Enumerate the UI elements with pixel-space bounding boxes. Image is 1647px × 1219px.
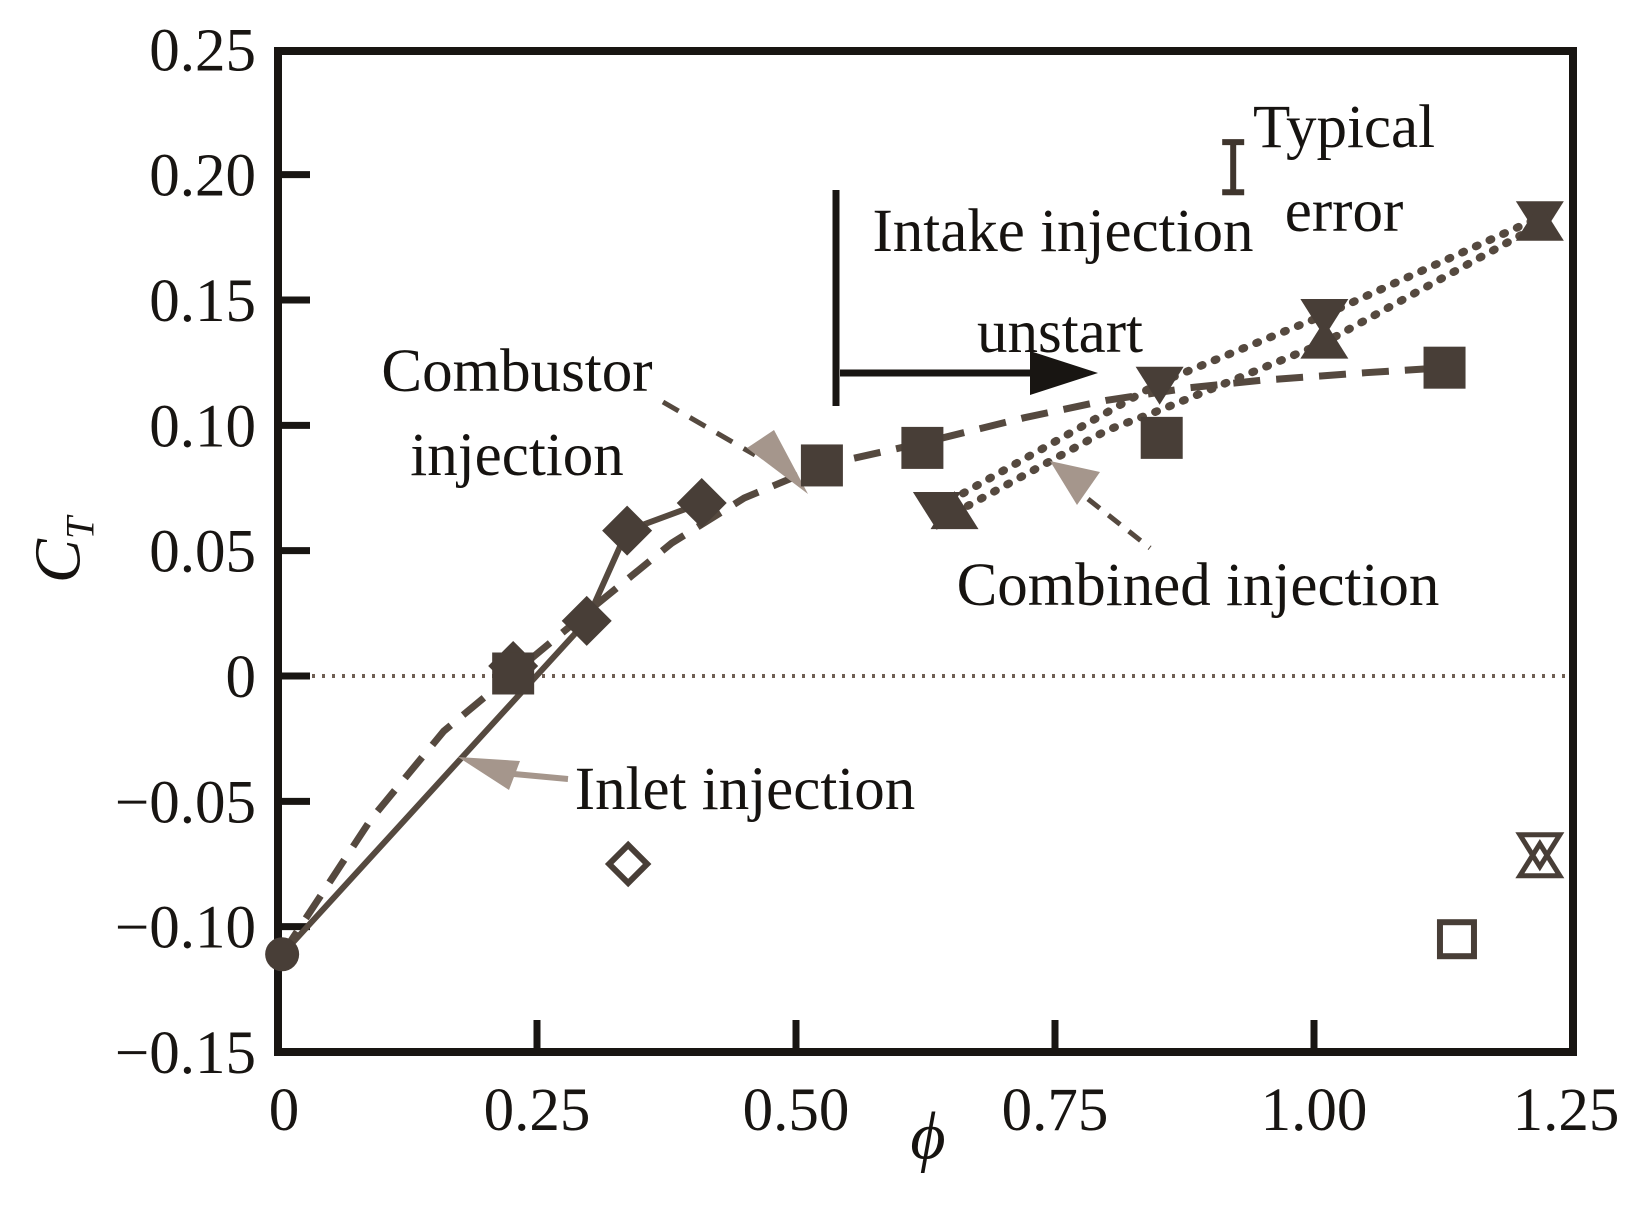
- label-typical-error-line2: error: [1284, 178, 1404, 245]
- label-intake-injection: Intake injection: [872, 198, 1254, 265]
- series-line-3: [950, 220, 1544, 518]
- svg-text:1.25: 1.25: [1513, 1077, 1620, 1144]
- label-combustor-injection: Combustor injection: [381, 330, 652, 498]
- svg-text:0.25: 0.25: [149, 17, 256, 84]
- series-line-2: [932, 213, 1544, 513]
- svg-text:0.05: 0.05: [149, 519, 256, 586]
- open-markers-unstarted: [604, 832, 1565, 960]
- combined-pointer-arrow: [1050, 461, 1152, 550]
- svg-text:1.00: 1.00: [1261, 1077, 1368, 1144]
- series-line-0: [279, 500, 703, 957]
- series-markers-3: [930, 202, 1564, 530]
- unstart-annotation: [832, 190, 1098, 406]
- typical-error-bar: [1222, 139, 1245, 196]
- series-markers-4: [265, 937, 300, 972]
- y-axis-title-subscript: T: [57, 516, 103, 540]
- x-axis-title: ϕ: [910, 1097, 946, 1174]
- label-inlet-injection: Inlet injection: [574, 756, 916, 823]
- svg-text:0.75: 0.75: [1002, 1077, 1109, 1144]
- svg-text:0.10: 0.10: [149, 393, 256, 460]
- series-markers-1: [492, 346, 1466, 695]
- svg-text:0: 0: [269, 1077, 300, 1144]
- svg-text:−0.15: −0.15: [115, 1020, 256, 1087]
- plot-frame: [274, 47, 1577, 1056]
- svg-text:0.15: 0.15: [149, 268, 256, 335]
- label-typical-error-line1: Typical: [1252, 94, 1436, 161]
- label-unstart: unstart: [976, 299, 1144, 366]
- label-combustor-line2: injection: [410, 422, 624, 489]
- svg-text:0.50: 0.50: [743, 1077, 850, 1144]
- label-typical-error: Typical error: [1253, 86, 1435, 254]
- svg-text:−0.05: −0.05: [115, 769, 256, 836]
- svg-text:0: 0: [226, 644, 257, 711]
- combustor-pointer-arrow: [661, 399, 808, 494]
- inlet-pointer-arrow: [458, 757, 569, 790]
- svg-text:0.25: 0.25: [484, 1077, 591, 1144]
- axis-ticks-and-labels: 0 0.25 0.50 0.75 1.00 1.25 0.25 0.20 0.15 0.10 0.0…: [115, 17, 1620, 1144]
- svg-text:−0.10: −0.10: [115, 895, 256, 962]
- label-combined-injection: Combined injection: [956, 552, 1440, 619]
- label-combustor-line1: Combustor: [381, 338, 653, 405]
- y-axis-title: CT: [21, 517, 104, 583]
- y-axis-title-symbol: C: [21, 539, 95, 584]
- svg-text:0.20: 0.20: [149, 143, 256, 210]
